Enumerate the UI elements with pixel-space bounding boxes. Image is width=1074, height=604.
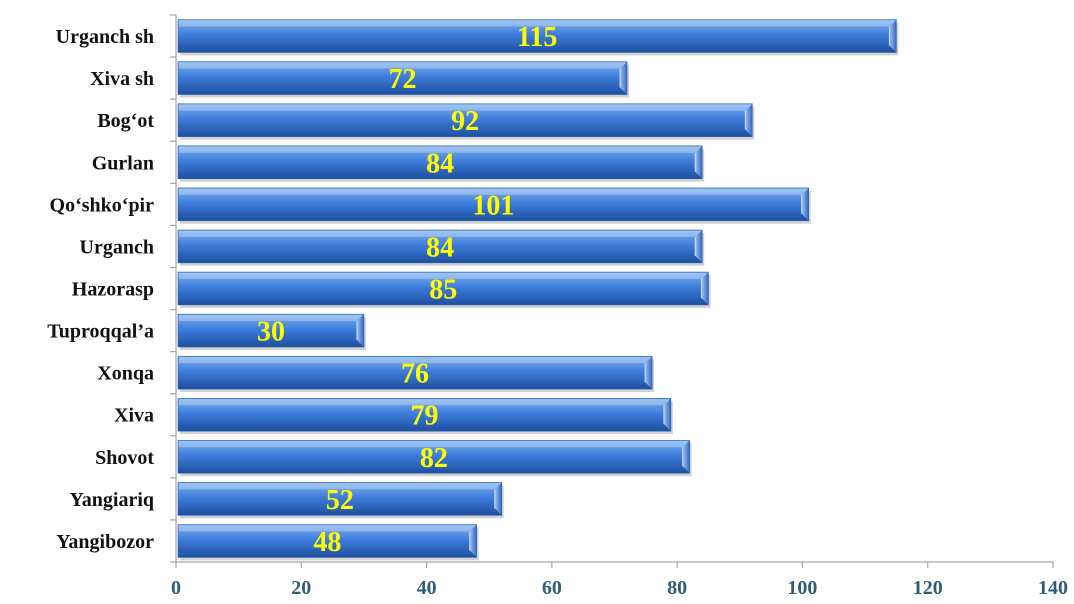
bar-body — [177, 355, 653, 390]
bar-body — [177, 187, 809, 222]
bar-body — [177, 440, 690, 474]
bar — [177, 355, 655, 393]
bar-highlight — [179, 399, 670, 406]
x-tick-label: 100 — [787, 577, 817, 599]
bar-end-cap — [745, 103, 753, 137]
bar — [177, 145, 705, 182]
category-label: Xonqa — [97, 363, 154, 385]
category-label: Shovot — [95, 447, 154, 469]
data-label: 84 — [426, 232, 454, 263]
category-label: Qo‘shko‘pir — [50, 194, 155, 216]
category-label: Hazorasp — [72, 279, 154, 301]
bar-highlight — [179, 315, 363, 322]
category-label: Yangiariq — [70, 489, 154, 511]
bar-body — [177, 229, 703, 264]
bar-highlight — [179, 441, 689, 448]
x-tick-label: 120 — [913, 577, 943, 599]
bar-highlight — [179, 104, 752, 111]
bar-end-cap — [889, 19, 897, 53]
x-tick-label: 60 — [542, 577, 562, 599]
x-axis-ticks: 0 20 40 60 80 100 120 140 — [171, 562, 1068, 599]
category-label: Xiva — [114, 405, 154, 427]
category-label: Urganch sh — [56, 26, 154, 48]
x-tick-label: 40 — [417, 577, 437, 599]
bar — [177, 187, 811, 224]
bar — [177, 271, 711, 308]
data-label: 101 — [472, 190, 514, 221]
x-tick-label: 20 — [291, 577, 311, 599]
bar-highlight — [179, 146, 702, 153]
bar-end-cap — [356, 314, 364, 347]
bar-end-cap — [494, 482, 502, 516]
bar-highlight — [179, 273, 708, 279]
category-label: Yangibozor — [56, 531, 154, 553]
bar — [177, 103, 755, 140]
bar-end-cap — [695, 145, 703, 179]
data-label: 52 — [326, 485, 354, 516]
bar-highlight — [179, 188, 808, 195]
bar-end-cap — [695, 230, 703, 263]
bar — [177, 440, 692, 477]
x-tick-label: 0 — [171, 577, 181, 599]
chart-axes — [170, 14, 1053, 563]
bar — [177, 482, 504, 519]
x-tick-label: 80 — [667, 577, 687, 599]
bar-highlight — [179, 20, 896, 27]
category-label: Bog‘ot — [97, 110, 154, 132]
data-label: 92 — [451, 106, 479, 137]
bar-highlight — [179, 62, 627, 69]
data-labels: 115 72 92 84 101 84 85 30 76 79 82 52 48 — [257, 22, 557, 558]
bar — [177, 229, 705, 266]
bar-highlight — [179, 483, 501, 490]
bar-end-cap — [663, 398, 671, 432]
bar-body — [177, 61, 628, 95]
bar-end-cap — [469, 524, 477, 558]
bar-end-cap — [645, 356, 653, 390]
data-label: 115 — [517, 22, 557, 53]
category-labels: Urganch sh Xiva sh Bog‘ot Gurlan Qo‘shko‘pir… — [47, 26, 154, 553]
bar-highlight — [179, 525, 476, 532]
x-tick-label: 140 — [1038, 577, 1068, 599]
data-label: 79 — [410, 401, 438, 432]
data-label: 82 — [420, 443, 448, 474]
data-label: 76 — [401, 359, 429, 390]
bars-group — [177, 19, 899, 561]
data-label: 84 — [426, 148, 454, 179]
bar-body — [177, 313, 365, 348]
category-label: Gurlan — [92, 152, 154, 174]
bar-body — [177, 103, 753, 137]
category-label: Urganch — [80, 236, 154, 258]
bar — [177, 19, 899, 56]
bar-body — [177, 271, 709, 306]
bar — [177, 398, 673, 435]
bar — [177, 313, 366, 350]
bar-body — [177, 524, 477, 558]
bar-body — [177, 19, 897, 53]
bar-body — [177, 482, 503, 516]
bar-end-cap — [682, 440, 690, 474]
category-label: Tuproqqal’a — [47, 321, 154, 343]
data-label: 72 — [389, 64, 417, 95]
data-label: 85 — [429, 275, 457, 306]
bar-highlight — [179, 231, 702, 237]
bar-highlight — [179, 357, 652, 364]
bar-end-cap — [801, 187, 809, 221]
bar-end-cap — [701, 272, 709, 305]
data-label: 48 — [313, 527, 341, 558]
bar — [177, 524, 479, 561]
bar-body — [177, 398, 672, 432]
bar-body — [177, 145, 703, 179]
bar — [177, 61, 630, 98]
bar-end-cap — [620, 61, 628, 95]
data-label: 30 — [257, 317, 285, 348]
category-label: Xiva sh — [90, 68, 154, 90]
